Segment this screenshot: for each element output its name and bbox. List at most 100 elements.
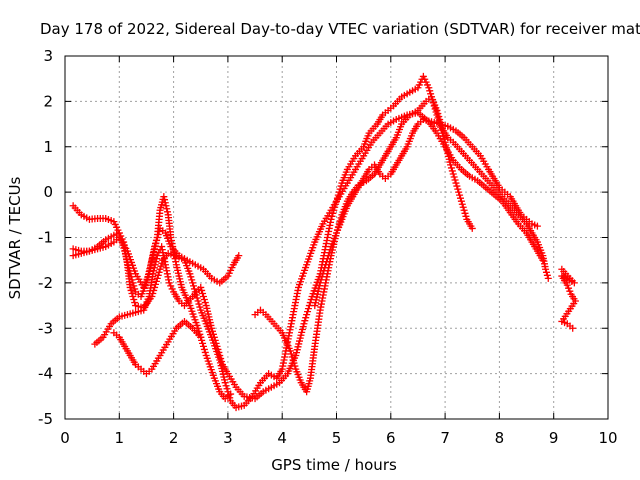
data-point-marker: [158, 259, 166, 267]
axis-ticks: [64, 55, 609, 420]
data-point-marker: [154, 230, 162, 238]
data-point-marker: [150, 264, 158, 272]
x-tick-label: 5: [332, 429, 342, 447]
data-point-marker: [151, 261, 159, 269]
data-point-marker: [161, 196, 169, 204]
data-point-marker: [157, 262, 165, 270]
data-point-marker: [456, 194, 464, 202]
data-point-marker: [152, 240, 159, 248]
data-point-marker: [163, 205, 171, 213]
data-point-marker: [199, 339, 207, 347]
data-point-marker: [215, 348, 223, 356]
data-point-marker: [533, 222, 541, 230]
data-point-marker: [196, 330, 204, 338]
data-point-marker: [197, 333, 205, 341]
data-point-marker: [150, 267, 158, 275]
data-point-marker: [198, 286, 206, 294]
data-point-marker: [565, 284, 573, 292]
data-point-marker: [218, 358, 226, 366]
x-tick-label: 0: [60, 429, 70, 447]
x-tick-label: 4: [277, 429, 287, 447]
data-point-marker: [153, 274, 161, 282]
y-tick-label: -4: [38, 365, 53, 383]
data-point-marker: [427, 90, 435, 98]
data-point-marker: [235, 252, 243, 260]
data-point-marker: [458, 200, 466, 208]
x-tick-label: 1: [115, 429, 125, 447]
data-point-marker: [332, 200, 340, 208]
data-point-marker: [149, 270, 157, 278]
data-point-marker: [331, 203, 339, 211]
series-5: [110, 317, 205, 378]
data-point-marker: [455, 188, 463, 196]
data-point-marker: [188, 276, 196, 284]
data-point-marker: [449, 170, 457, 178]
data-point-marker: [336, 185, 344, 193]
data-point-marker: [127, 286, 135, 294]
data-point-marker: [213, 342, 221, 350]
data-point-marker: [216, 351, 224, 359]
data-point-marker: [318, 273, 326, 281]
data-point-marker: [222, 382, 230, 390]
data-point-marker: [563, 281, 571, 289]
data-point-marker: [324, 252, 332, 260]
data-point-marker: [153, 255, 161, 263]
data-point-marker: [224, 388, 232, 396]
data-point-marker: [290, 359, 298, 367]
data-point-marker: [153, 252, 161, 260]
data-point-marker: [320, 267, 328, 275]
data-point-marker: [447, 161, 455, 169]
data-point-marker: [197, 283, 205, 291]
data-point-marker: [165, 279, 173, 287]
data-point-marker: [186, 270, 194, 278]
data-point-marker: [211, 336, 219, 344]
data-point-marker: [152, 280, 159, 288]
data-point-marker: [330, 206, 338, 214]
data-point-marker: [333, 194, 341, 202]
data-point-marker: [160, 193, 168, 201]
data-point-marker: [316, 279, 324, 287]
data-point-marker: [130, 296, 138, 304]
x-tick-label: 9: [549, 429, 559, 447]
data-point-marker: [337, 182, 345, 190]
data-point-marker: [319, 270, 327, 278]
data-point-marker: [301, 317, 309, 325]
data-point-marker: [200, 345, 208, 353]
x-axis-label: GPS time / hours: [271, 456, 397, 474]
data-point-marker: [196, 303, 204, 311]
y-tick-label: 2: [43, 92, 53, 110]
data-point-marker: [468, 224, 476, 232]
data-point-marker: [327, 215, 335, 223]
data-point-marker: [152, 237, 160, 245]
data-point-marker: [321, 264, 329, 272]
data-point-marker: [300, 320, 308, 328]
data-point-marker: [323, 255, 331, 263]
y-tick-label: -3: [38, 319, 53, 337]
y-tick-label: -1: [38, 229, 53, 247]
data-point-marker: [304, 308, 312, 316]
data-point-marker: [212, 339, 220, 347]
data-point-marker: [167, 282, 175, 290]
data-point-marker: [542, 268, 550, 276]
data-point-marker: [152, 277, 160, 285]
data-point-marker: [544, 274, 552, 282]
data-point-marker: [451, 176, 459, 184]
data-point-marker: [152, 258, 160, 266]
data-point-marker: [304, 305, 312, 313]
data-point-marker: [542, 265, 550, 273]
data-point-marker: [225, 391, 233, 399]
data-point-marker: [461, 209, 469, 217]
data-point-marker: [433, 106, 441, 114]
x-tick-label: 7: [440, 429, 450, 447]
series-8: [558, 265, 579, 332]
data-point-marker: [454, 185, 462, 193]
data-point-marker: [156, 265, 164, 273]
data-point-marker: [328, 212, 336, 220]
x-tick-label: 2: [169, 429, 179, 447]
data-point-marker: [460, 206, 468, 214]
data-point-marker: [131, 285, 139, 293]
data-point-marker: [334, 191, 342, 199]
x-tick-label: 3: [223, 429, 233, 447]
data-point-marker: [457, 197, 465, 205]
data-point-marker: [333, 197, 340, 205]
